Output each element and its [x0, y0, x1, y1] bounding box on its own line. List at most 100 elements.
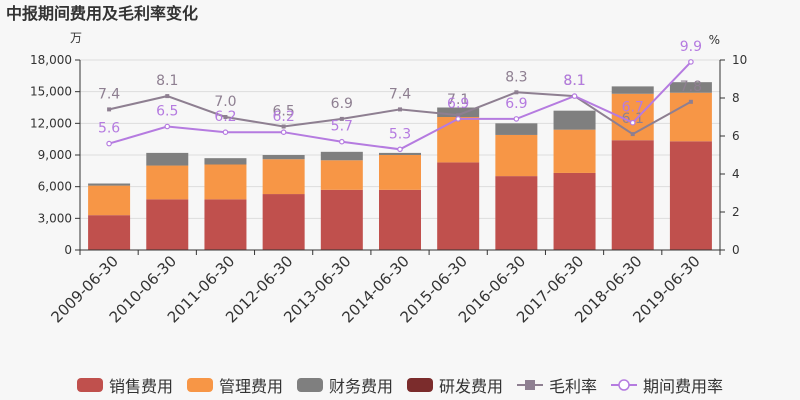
gross-margin-label: 8.1 — [156, 73, 178, 89]
gross-margin-label: 7.1 — [447, 92, 469, 108]
bar-segment — [204, 158, 247, 165]
period-expense-rate-point — [106, 140, 112, 147]
period-expense-rate-point — [222, 129, 229, 136]
bar-segment — [204, 199, 247, 250]
legend-label: 期间费用率 — [643, 377, 724, 396]
line-series: 7.48.17.06.5 6.97.4 7.18.3 8.16.17.85.66.5 6… — [98, 39, 702, 153]
period-expense-rate-label: 6.9 — [505, 96, 527, 112]
y-left-axis-label: 万 — [70, 31, 82, 45]
legend-item[interactable]: 期间费用率 — [611, 373, 723, 397]
y-left-tick-label: 0 — [64, 243, 72, 257]
y-left-tick-label: 3,000 — [38, 211, 72, 225]
period-expense-rate-point — [164, 123, 171, 130]
period-expense-rate-point — [629, 119, 636, 126]
legend-item[interactable]: 管理费用 — [186, 373, 283, 397]
y-right-tick-label: 0 — [732, 243, 740, 257]
period-expense-rate-label: 5.7 — [331, 119, 353, 135]
y-left-tick-label: 9,000 — [38, 148, 72, 162]
bar-segment — [553, 110, 596, 130]
gross-margin-point — [630, 132, 635, 137]
bar-segment — [669, 141, 712, 250]
bar-segment — [88, 215, 131, 250]
legend-item[interactable]: 销售费用 — [76, 373, 173, 397]
gross-margin-label: 6.9 — [331, 96, 353, 112]
gross-margin-point — [107, 107, 112, 112]
gross-margin-point — [514, 90, 519, 95]
chart-title: 中报期间费用及毛利率变化 — [6, 4, 198, 23]
bar-segment — [88, 185, 131, 216]
bar-segment — [320, 189, 363, 250]
period-expense-rate-point — [455, 116, 461, 122]
bar-segment — [146, 152, 189, 166]
gross-margin-point — [456, 113, 461, 118]
legend-swatch — [296, 378, 323, 392]
legend-item[interactable]: 财务费用 — [296, 373, 393, 397]
gross-margin-label: 8.3 — [505, 69, 527, 85]
bar-segment — [320, 151, 363, 161]
period-expense-rate-label: 6.2 — [214, 109, 236, 125]
legend-swatch — [186, 378, 213, 392]
y-right-tick-label: 10 — [732, 53, 747, 67]
legend-swatch — [517, 380, 544, 390]
period-expense-rate-point — [397, 146, 403, 153]
period-expense-rate-label: 8.1 — [563, 73, 585, 89]
gross-margin-label: 8.1 — [563, 73, 585, 89]
y-left-tick-label: 12,000 — [30, 116, 72, 130]
legend-swatch — [611, 379, 638, 391]
period-expense-rate-label: 6.9 — [447, 96, 469, 112]
legend-item[interactable]: 研发费用 — [407, 373, 503, 397]
gross-margin-label: 6.5 — [273, 104, 295, 120]
legend-label: 财务费用 — [328, 377, 393, 396]
gross-margin-point — [339, 116, 344, 121]
bar-segment — [379, 189, 421, 250]
y-left-tick-label: 6,000 — [38, 180, 72, 194]
period-expense-rate-label: 6.5 — [156, 104, 178, 120]
legend-label: 管理费用 — [218, 377, 283, 396]
gross-margin-label: 7.4 — [98, 86, 120, 102]
gross-margin-label: 6.1 — [622, 111, 644, 127]
y-right-tick-label: 6 — [732, 129, 740, 143]
bar-segment — [146, 199, 189, 250]
period-expense-rate-point — [571, 93, 578, 99]
bar-segment — [262, 194, 305, 250]
gross-margin-point — [688, 99, 693, 104]
bar-segment — [495, 176, 538, 250]
bar-segment — [204, 164, 247, 200]
bar-segment — [553, 172, 596, 250]
period-expense-rate-point — [513, 116, 520, 122]
y-right-axis-label: % — [709, 33, 720, 47]
y-left-tick-label: 18,000 — [30, 53, 72, 67]
bar-segment — [437, 162, 480, 250]
bar-segment — [262, 159, 305, 195]
legend-swatch — [407, 378, 433, 392]
y-right-tick-label: 4 — [732, 167, 740, 181]
y-left-tick-label: 15,000 — [30, 85, 72, 99]
period-expense-rate-label: 6.7 — [622, 100, 644, 116]
bar-series — [88, 82, 712, 250]
legend-item[interactable]: 毛利率 — [517, 373, 597, 397]
gross-margin-label: 7.8 — [680, 79, 702, 95]
period-expense-rate-label: 5.6 — [98, 121, 120, 137]
bar-segment — [320, 160, 363, 190]
bar-segment — [379, 152, 421, 155]
gross-margin-point — [165, 94, 170, 99]
y-right-tick-label: 8 — [732, 91, 740, 105]
bar-segment — [379, 155, 421, 190]
y-right-tick-label: 2 — [732, 205, 740, 219]
bar-segment — [495, 123, 538, 135]
bar-segment — [437, 107, 480, 117]
period-expense-rate-label: 9.9 — [680, 39, 702, 55]
legend-swatch — [76, 378, 103, 392]
period-expense-rate-point — [339, 138, 345, 145]
period-expense-rate-label: 5.3 — [389, 126, 411, 142]
legend-label: 销售费用 — [108, 377, 173, 396]
gross-margin-point — [223, 115, 228, 119]
legend-label: 研发费用 — [439, 377, 504, 396]
gross-margin-label: 7.4 — [389, 86, 411, 102]
bar-segment — [553, 129, 596, 173]
gross-margin-point — [398, 107, 402, 112]
period-expense-rate-label: 6.2 — [273, 109, 295, 125]
period-expense-rate-point — [280, 129, 287, 136]
bar-segment — [146, 165, 189, 200]
